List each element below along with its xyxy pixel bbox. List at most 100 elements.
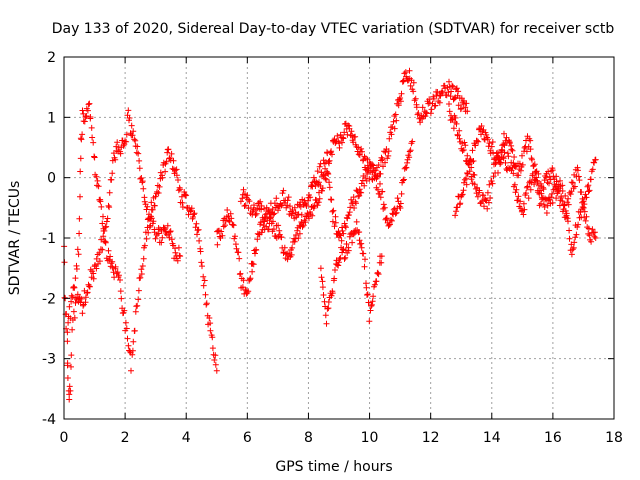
point-track-d [345,122,352,129]
point-track-d [445,89,452,96]
point-track-c [348,196,355,203]
point-track-e [374,269,381,276]
point-track-f [490,173,497,180]
point-track-f [512,189,519,196]
point-track-b [114,139,121,146]
point-track-a [170,157,177,164]
point-track-d [412,95,419,102]
point-track-c [388,217,395,224]
point-track-a [175,177,181,183]
point-track-b [133,149,140,156]
point-track-a [73,266,80,272]
point-track-a [193,220,200,227]
point-track-g [484,136,491,143]
point-track-a [85,101,92,108]
point-track-e [373,278,380,285]
point-track-a [173,166,180,173]
point-track-a [117,277,123,283]
point-track-b [126,115,133,121]
point-track-d [314,168,321,175]
point-track-g [554,190,561,197]
point-track-g [515,172,522,179]
point-track-g [558,193,565,200]
point-track-e [319,278,326,285]
point-track-a [172,167,179,174]
point-track-g [538,190,545,197]
point-track-d [322,165,329,172]
point-track-g [568,179,575,186]
point-track-d [355,144,362,151]
point-track-g [592,235,599,241]
point-track-b [109,170,116,177]
point-track-a [97,198,104,205]
point-track-g [527,137,534,144]
point-track-f [587,176,594,183]
point-track-a [138,271,145,277]
point-track-g [588,238,595,245]
point-track-c [294,227,301,234]
point-track-c [293,232,299,238]
point-track-f [549,190,555,197]
point-track-b [140,185,147,192]
point-track-e [339,249,346,256]
point-track-c [315,199,322,206]
point-track-c [381,204,388,211]
point-track-d [239,195,246,202]
point-track-b [102,224,109,231]
point-track-c [403,164,410,171]
point-track-c [227,210,234,217]
point-track-c [222,217,229,224]
point-track-g [540,195,547,202]
point-track-d [358,145,365,152]
point-track-c [258,229,265,236]
point-track-a [156,183,163,190]
point-track-a [98,203,105,210]
point-track-a [123,325,130,332]
point-track-g [531,161,538,168]
point-track-f [474,193,481,200]
point-track-d [352,133,359,140]
point-track-g [519,152,525,159]
point-track-d [458,105,465,112]
point-track-d [411,97,418,104]
point-track-c [252,250,258,257]
point-track-d [255,200,262,207]
point-track-e [323,320,330,327]
point-track-a [162,168,169,175]
point-track-a [207,320,214,327]
point-track-f [488,178,495,184]
point-track-b [68,352,75,359]
point-track-f [565,218,571,225]
point-track-c [336,231,343,238]
point-track-a [100,213,106,220]
point-track-c [326,184,333,191]
point-track-d [341,129,348,136]
point-track-a [134,302,141,309]
point-track-f [510,170,517,177]
point-track-d [392,111,399,118]
point-track-c [377,194,384,201]
point-track-a [77,168,84,175]
point-track-c [328,196,335,203]
point-track-e [365,299,372,306]
point-track-f [489,180,496,187]
point-track-c [228,215,235,222]
point-track-d [423,109,429,116]
point-track-e [320,292,327,298]
point-track-e [366,318,373,325]
point-track-a [84,107,91,114]
point-track-b [103,218,110,225]
point-track-e [318,274,325,281]
point-track-c [342,223,349,229]
point-track-a [76,230,83,237]
point-track-e [324,305,331,312]
point-track-b [64,338,71,345]
point-track-g [506,140,513,146]
point-track-f [592,156,599,163]
point-track-d [251,202,257,209]
point-track-g [583,213,590,220]
point-track-g [549,167,556,174]
point-track-a [207,327,214,334]
point-track-c [322,175,329,182]
point-track-e [371,281,378,288]
